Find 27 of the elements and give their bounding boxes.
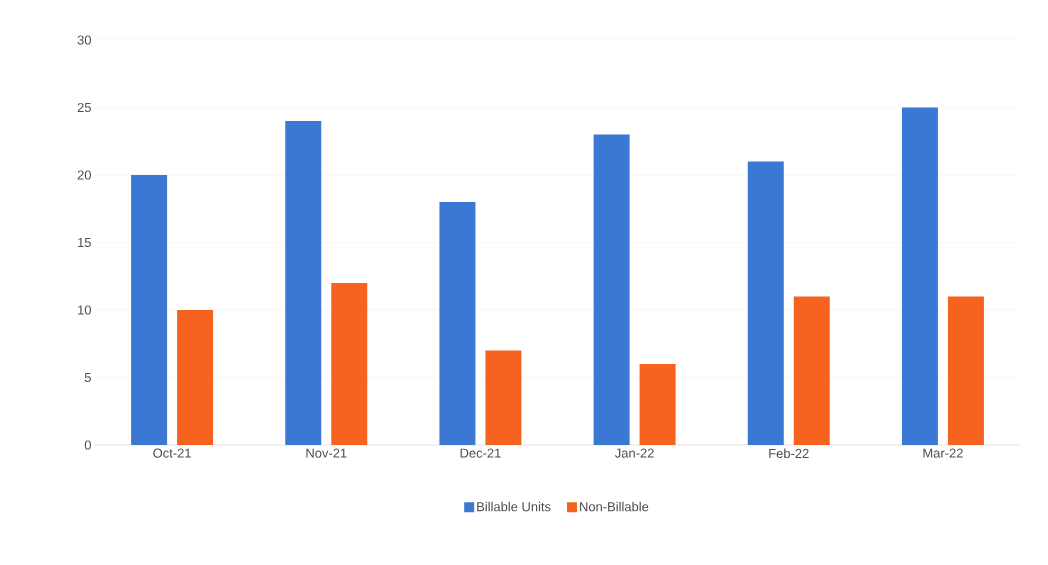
x-tick-label: Dec-21 bbox=[460, 448, 501, 458]
x-tick-label: Oct-21 bbox=[153, 448, 191, 458]
bar bbox=[131, 174, 168, 445]
bar bbox=[177, 309, 214, 445]
legend-label: Non-Billable bbox=[580, 501, 649, 512]
x-tick-label: Mar-22 bbox=[923, 448, 963, 458]
y-tick-label: 20 bbox=[77, 170, 91, 180]
legend-label: Billable Units bbox=[477, 501, 551, 512]
y-tick-label: 15 bbox=[78, 237, 91, 247]
y-tick-label: 10 bbox=[78, 305, 91, 315]
x-tick-label: Feb-22 bbox=[769, 448, 809, 459]
y-tick-label: 0 bbox=[84, 440, 91, 450]
bar bbox=[331, 282, 368, 445]
bar bbox=[285, 120, 322, 445]
bar bbox=[439, 201, 476, 445]
y-tick-label: 30 bbox=[77, 35, 91, 45]
bar bbox=[947, 296, 984, 445]
bar bbox=[593, 134, 630, 445]
bar bbox=[639, 363, 676, 445]
y-tick-label: 5 bbox=[84, 372, 91, 382]
x-tick-label: Jan-22 bbox=[615, 448, 654, 458]
y-tick-label: 25 bbox=[77, 102, 91, 113]
bar bbox=[793, 296, 830, 445]
bar bbox=[901, 107, 938, 445]
bar bbox=[485, 350, 522, 445]
x-tick-label: Nov-21 bbox=[306, 448, 347, 458]
bar bbox=[747, 161, 784, 445]
